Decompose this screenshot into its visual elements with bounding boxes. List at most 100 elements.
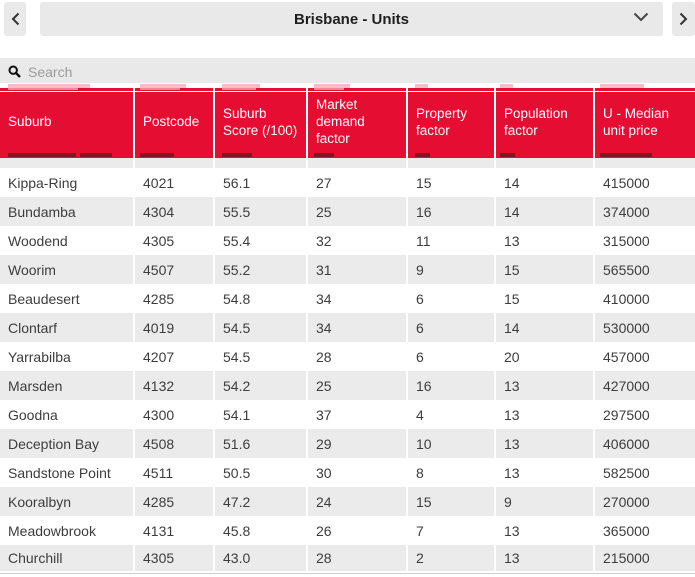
cell-suburb_score: 54.8 [213, 284, 306, 313]
table-row[interactable]: Yarrabilba 4207 54.5 28 6 20 457000 [0, 342, 695, 371]
table-row[interactable]: Kooralbyn 4285 47.2 24 15 9 270000 [0, 487, 695, 516]
region-selector-dropdown[interactable]: Brisbane - Units [40, 2, 663, 36]
cell-median_unit_price: 215000 [593, 545, 695, 571]
table-row[interactable]: Woorim 4507 55.2 31 9 15 565500 [0, 255, 695, 284]
cell-suburb: Bundamba [8, 203, 76, 220]
cell-market_demand: 28 [306, 545, 406, 571]
cell-suburb_score: 54.5 [213, 313, 306, 342]
cell-property_factor: 6 [406, 342, 494, 371]
column-header-suburb_score[interactable]: Suburb Score (/100) [213, 92, 306, 153]
cell-median_unit_price: 365000 [593, 516, 695, 545]
cell-property_factor: 6 [406, 313, 494, 342]
cell-median_unit_price: 582500 [593, 458, 695, 487]
cell-market_demand: 25 [306, 371, 406, 400]
cell-market_demand: 32 [306, 226, 406, 255]
cell-property_factor: 4 [406, 400, 494, 429]
table-row[interactable]: Churchill 4305 43.0 28 2 13 215000 [0, 545, 695, 571]
table-row[interactable]: Deception Bay 4508 51.6 29 10 13 406000 [0, 429, 695, 458]
cell-suburb: Marsden [8, 377, 63, 394]
table-row[interactable]: Woodend 4305 55.4 32 11 13 315000 [0, 226, 695, 255]
cell-market_demand: 28 [306, 342, 406, 371]
column-header-property_factor[interactable]: Property factor [406, 92, 494, 153]
cell-postcode: 4207 [133, 342, 213, 371]
cell-property_factor: 6 [406, 284, 494, 313]
cell-property_factor: 15 [406, 168, 494, 197]
table-row[interactable]: Beaudesert 4285 54.8 34 6 15 410000 [0, 284, 695, 313]
cell-market_demand: 27 [306, 168, 406, 197]
cell-suburb: Beaudesert [8, 290, 80, 307]
cell-postcode: 4285 [133, 284, 213, 313]
cell-suburb_score: 56.1 [213, 168, 306, 197]
cell-market_demand: 37 [306, 400, 406, 429]
column-header-postcode[interactable]: Postcode [133, 92, 213, 153]
cell-suburb_score: 47.2 [213, 487, 306, 516]
cell-suburb: Churchill [8, 550, 63, 566]
cell-property_factor: 7 [406, 516, 494, 545]
cell-market_demand: 34 [306, 284, 406, 313]
cell-median_unit_price: 297500 [593, 400, 695, 429]
bottom-divider [0, 573, 695, 574]
cell-median_unit_price: 406000 [593, 429, 695, 458]
cell-median_unit_price: 415000 [593, 168, 695, 197]
cell-property_factor: 15 [406, 487, 494, 516]
cell-postcode: 4300 [133, 400, 213, 429]
chevron-left-icon [11, 12, 20, 26]
cell-population_factor: 14 [494, 313, 593, 342]
cell-population_factor: 15 [494, 284, 593, 313]
cell-postcode: 4131 [133, 516, 213, 545]
column-header-market_demand[interactable]: Market demand factor [306, 92, 406, 153]
cell-suburb_score: 45.8 [213, 516, 306, 545]
cell-median_unit_price: 427000 [593, 371, 695, 400]
table-row[interactable]: Kippa-Ring 4021 56.1 27 15 14 415000 [0, 168, 695, 197]
cell-property_factor: 10 [406, 429, 494, 458]
cell-suburb: Deception Bay [8, 435, 100, 452]
cell-suburb_score: 54.2 [213, 371, 306, 400]
cell-suburb: Clontarf [8, 319, 58, 336]
cell-population_factor: 13 [494, 516, 593, 545]
cell-postcode: 4021 [133, 168, 213, 197]
cell-postcode: 4305 [133, 226, 213, 255]
search-bar [0, 58, 695, 85]
cell-median_unit_price: 565500 [593, 255, 695, 284]
cell-median_unit_price: 457000 [593, 342, 695, 371]
cell-postcode: 4019 [133, 313, 213, 342]
cell-median_unit_price: 374000 [593, 197, 695, 226]
table-row[interactable]: Goodna 4300 54.1 37 4 13 297500 [0, 400, 695, 429]
cell-market_demand: 24 [306, 487, 406, 516]
cell-population_factor: 13 [494, 458, 593, 487]
cell-median_unit_price: 270000 [593, 487, 695, 516]
table-row[interactable]: Sandstone Point 4511 50.5 30 8 13 582500 [0, 458, 695, 487]
cell-suburb_score: 50.5 [213, 458, 306, 487]
cell-postcode: 4304 [133, 197, 213, 226]
column-header-suburb[interactable]: Suburb [8, 114, 52, 129]
column-header-median_unit_price[interactable]: U - Median unit price [593, 92, 695, 153]
cell-suburb: Yarrabilba [8, 348, 71, 365]
previous-region-button[interactable] [4, 2, 26, 36]
cell-population_factor: 9 [494, 487, 593, 516]
cell-suburb: Meadowbrook [8, 522, 96, 539]
chevron-down-icon [633, 12, 649, 22]
cell-market_demand: 30 [306, 458, 406, 487]
table-row[interactable]: Clontarf 4019 54.5 34 6 14 530000 [0, 313, 695, 342]
cell-suburb: Goodna [8, 406, 58, 423]
cell-market_demand: 29 [306, 429, 406, 458]
cell-suburb_score: 43.0 [213, 545, 306, 571]
cell-population_factor: 13 [494, 371, 593, 400]
obscured-row-top-sliver [0, 83, 695, 88]
cell-property_factor: 16 [406, 197, 494, 226]
cell-suburb_score: 54.1 [213, 400, 306, 429]
search-input[interactable] [21, 63, 695, 80]
cell-property_factor: 2 [406, 545, 494, 571]
next-region-button[interactable] [672, 2, 695, 36]
table-row[interactable]: Marsden 4132 54.2 25 16 13 427000 [0, 371, 695, 400]
cell-suburb_score: 55.4 [213, 226, 306, 255]
cell-property_factor: 8 [406, 458, 494, 487]
cell-postcode: 4132 [133, 371, 213, 400]
cell-suburb: Kooralbyn [8, 493, 72, 510]
cell-population_factor: 13 [494, 226, 593, 255]
cell-postcode: 4285 [133, 487, 213, 516]
cell-population_factor: 13 [494, 400, 593, 429]
column-header-population_factor[interactable]: Population factor [494, 92, 593, 153]
table-row[interactable]: Bundamba 4304 55.5 25 16 14 374000 [0, 197, 695, 226]
table-row[interactable]: Meadowbrook 4131 45.8 26 7 13 365000 [0, 516, 695, 545]
